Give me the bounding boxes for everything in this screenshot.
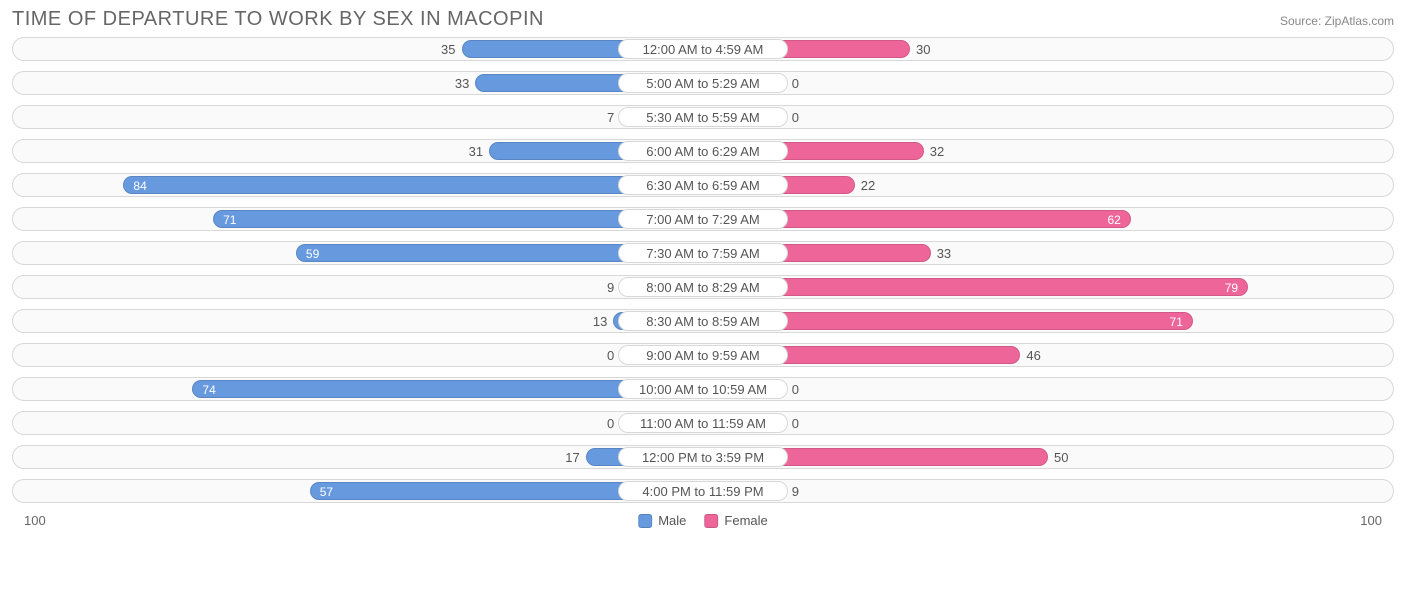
diverging-bar-chart: 35 30 12:00 AM to 4:59 AM 3305:00 AM to 5:2… xyxy=(12,37,1394,503)
legend-swatch-female xyxy=(704,514,718,528)
male-value: 59 xyxy=(296,242,327,266)
row-category-label: 6:00 AM to 6:29 AM xyxy=(618,141,788,161)
chart-row: 74010:00 AM to 10:59 AM xyxy=(12,377,1394,401)
chart-row: 31 32 6:00 AM to 6:29 AM xyxy=(12,139,1394,163)
row-category-label: 11:00 AM to 11:59 AM xyxy=(618,413,788,433)
chart-row: 5794:00 PM to 11:59 PM xyxy=(12,479,1394,503)
axis-max-left: 100 xyxy=(24,513,46,528)
male-value: 13 xyxy=(593,310,613,334)
male-value: 31 xyxy=(469,140,489,164)
row-category-label: 12:00 AM to 4:59 AM xyxy=(618,39,788,59)
male-value: 71 xyxy=(213,208,244,232)
legend-item-female: Female xyxy=(704,513,767,528)
male-value: 57 xyxy=(310,480,341,504)
legend-item-male: Male xyxy=(638,513,686,528)
row-category-label: 5:30 AM to 5:59 AM xyxy=(618,107,788,127)
chart-source: Source: ZipAtlas.com xyxy=(1280,14,1394,28)
row-category-label: 9:00 AM to 9:59 AM xyxy=(618,345,788,365)
female-value: 71 xyxy=(1162,310,1193,334)
legend-label-female: Female xyxy=(724,513,767,528)
row-category-label: 10:00 AM to 10:59 AM xyxy=(618,379,788,399)
chart-row: 84 22 6:30 AM to 6:59 AM xyxy=(12,173,1394,197)
row-category-label: 7:30 AM to 7:59 AM xyxy=(618,243,788,263)
male-bar xyxy=(123,176,703,194)
legend: Male Female xyxy=(638,513,768,528)
female-value: 33 xyxy=(931,242,951,266)
row-category-label: 12:00 PM to 3:59 PM xyxy=(618,447,788,467)
row-category-label: 7:00 AM to 7:29 AM xyxy=(618,209,788,229)
chart-title: TIME OF DEPARTURE TO WORK BY SEX IN MACO… xyxy=(12,8,544,31)
row-category-label: 6:30 AM to 6:59 AM xyxy=(618,175,788,195)
female-value: 22 xyxy=(855,174,875,198)
female-value: 32 xyxy=(924,140,944,164)
axis-max-right: 100 xyxy=(1360,513,1382,528)
chart-row: 9798:00 AM to 8:29 AM xyxy=(12,275,1394,299)
chart-header: TIME OF DEPARTURE TO WORK BY SEX IN MACO… xyxy=(12,8,1394,31)
male-value: 33 xyxy=(455,72,475,96)
chart-row: 0469:00 AM to 9:59 AM xyxy=(12,343,1394,367)
male-value: 84 xyxy=(123,174,154,198)
male-value: 17 xyxy=(565,446,585,470)
female-value: 62 xyxy=(1099,208,1130,232)
chart-row: 705:30 AM to 5:59 AM xyxy=(12,105,1394,129)
legend-swatch-male xyxy=(638,514,652,528)
chart-row: 17 50 12:00 PM to 3:59 PM xyxy=(12,445,1394,469)
chart-row: 3305:00 AM to 5:29 AM xyxy=(12,71,1394,95)
row-category-label: 4:00 PM to 11:59 PM xyxy=(618,481,788,501)
female-value: 46 xyxy=(1020,344,1040,368)
chart-row: 59 33 7:30 AM to 7:59 AM xyxy=(12,241,1394,265)
row-category-label: 8:30 AM to 8:59 AM xyxy=(618,311,788,331)
chart-row: 13 71 8:30 AM to 8:59 AM xyxy=(12,309,1394,333)
female-value: 50 xyxy=(1048,446,1068,470)
male-value: 35 xyxy=(441,38,461,62)
chart-row: 0011:00 AM to 11:59 AM xyxy=(12,411,1394,435)
row-category-label: 5:00 AM to 5:29 AM xyxy=(618,73,788,93)
female-value: 79 xyxy=(1217,276,1248,300)
chart-footer: 100 Male Female 100 xyxy=(12,513,1394,533)
male-value: 74 xyxy=(192,378,223,402)
chart-row: 35 30 12:00 AM to 4:59 AM xyxy=(12,37,1394,61)
legend-label-male: Male xyxy=(658,513,686,528)
row-category-label: 8:00 AM to 8:29 AM xyxy=(618,277,788,297)
chart-row: 71 62 7:00 AM to 7:29 AM xyxy=(12,207,1394,231)
female-value: 30 xyxy=(910,38,930,62)
